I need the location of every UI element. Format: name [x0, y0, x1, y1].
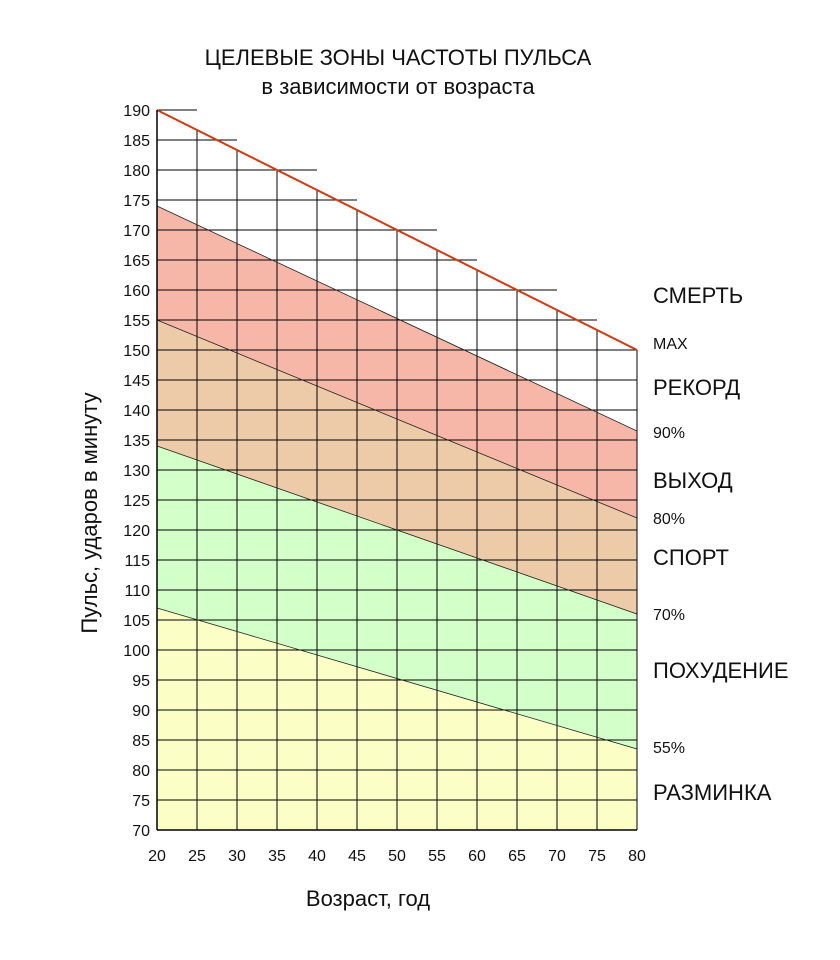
y-tick-label: 130 [123, 463, 150, 480]
x-tick-label: 45 [348, 848, 366, 865]
y-tick-label: 105 [123, 613, 150, 630]
y-tick-label: 80 [132, 763, 150, 780]
y-tick-label: 155 [123, 313, 150, 330]
percent-label: 90% [653, 425, 685, 442]
y-tick-label: 70 [132, 823, 150, 840]
y-tick-label: 95 [132, 673, 150, 690]
y-tick-label: 150 [123, 343, 150, 360]
x-tick-label: 20 [148, 848, 166, 865]
y-tick-label: 120 [123, 523, 150, 540]
y-tick-label: 160 [123, 283, 150, 300]
axes: 70 75 80 85 90 95 100 105 110 115 120 125 130 135 140 1… [123, 103, 646, 865]
zone-name-label: ПОХУДЕНИЕ [653, 658, 789, 683]
y-tick-label: 100 [123, 643, 150, 660]
boundary-lines [156, 109, 638, 750]
boundary-line [156, 319, 638, 519]
y-tick-label: 135 [123, 433, 150, 450]
x-tick-label: 65 [508, 848, 526, 865]
y-tick-label: 90 [132, 703, 150, 720]
zone-name-label: СПОРТ [653, 545, 729, 570]
boundary-line [156, 607, 638, 750]
x-tick-label: 30 [228, 848, 246, 865]
percent-label: MAX [653, 336, 688, 353]
x-axis-label: Возраст, год [306, 886, 430, 911]
x-tick-label: 60 [468, 848, 486, 865]
zone-name-label: ВЫХОД [653, 468, 733, 493]
y-tick-label: 110 [124, 583, 150, 600]
zone-name-label: РЕКОРД [653, 375, 740, 400]
zone-labels: СМЕРТЬ РЕКОРД ВЫХОД СПОРТ ПОХУДЕНИЕ РАЗМИНКА M… [653, 283, 789, 805]
y-tick-label: 75 [132, 793, 150, 810]
percent-label: 70% [653, 607, 685, 624]
x-tick-label: 40 [308, 848, 326, 865]
percent-label: 55% [653, 740, 685, 757]
x-tick-label: 25 [188, 848, 206, 865]
x-tick-label: 75 [588, 848, 606, 865]
zone-name-label: РАЗМИНКА [653, 780, 772, 805]
y-tick-label: 145 [123, 373, 150, 390]
x-tick-label: 55 [428, 848, 446, 865]
y-tick-label: 165 [123, 253, 150, 270]
x-tick-label: 50 [388, 848, 406, 865]
x-tick-label: 35 [268, 848, 286, 865]
y-tick-label: 180 [123, 163, 150, 180]
y-tick-label: 185 [123, 133, 150, 150]
y-tick-label: 170 [123, 223, 150, 240]
percent-label: 80% [653, 511, 685, 528]
boundary-line [156, 205, 638, 432]
chart-subtitle: в зависимости от возраста [261, 74, 535, 99]
boundary-line [156, 445, 638, 615]
zone-name-label: СМЕРТЬ [653, 283, 743, 308]
y-tick-label: 190 [123, 103, 150, 120]
y-tick-label: 115 [124, 553, 150, 570]
y-tick-label: 125 [123, 493, 150, 510]
y-axis-label: Пульс, ударов в минуту [77, 392, 102, 633]
chart-title: ЦЕЛЕВЫЕ ЗОНЫ ЧАСТОТЫ ПУЛЬСА [205, 45, 592, 70]
x-tick-label: 70 [548, 848, 566, 865]
y-tick-label: 85 [132, 733, 150, 750]
max-heart-rate-line [156, 109, 638, 351]
y-tick-label: 175 [123, 193, 150, 210]
x-tick-label: 80 [628, 848, 646, 865]
y-tick-label: 140 [123, 403, 150, 420]
